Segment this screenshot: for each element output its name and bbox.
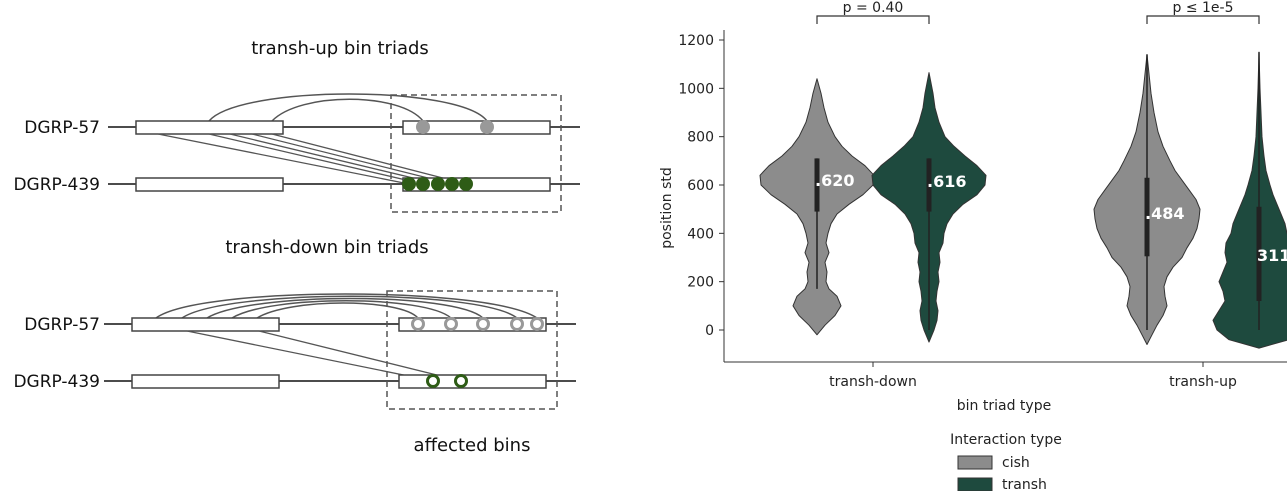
transh-down-cross-lines <box>186 330 462 382</box>
transh-down-transh-rings <box>426 374 468 388</box>
legend-label-transh: transh <box>1002 477 1047 491</box>
transh-up-genome-b-label: DGRP-439 <box>13 175 100 195</box>
transh-up-cross-lines <box>157 133 467 185</box>
y-tick-label: 0 <box>705 323 714 339</box>
transh-down-cish-rings <box>411 317 544 331</box>
y-tick-label: 1000 <box>678 81 714 97</box>
transh-up-title: transh-up bin triads <box>251 38 429 59</box>
iqr-box-transh-up-transh <box>1256 206 1262 301</box>
transh-up-affected-box <box>390 94 562 213</box>
transh-down-genome-b-label: DGRP-439 <box>13 372 100 392</box>
transh-down-genome-b <box>104 374 576 389</box>
y-tick-label: 800 <box>687 130 714 146</box>
transh-down-genome-a <box>104 317 576 332</box>
transh-down-title: transh-down bin triads <box>225 237 428 258</box>
median-label-transh-up-transh: 311 <box>1257 246 1287 265</box>
median-label-transh-down-cish: .620 <box>815 171 854 190</box>
transh-up-genome-a-label: DGRP-57 <box>24 118 100 138</box>
significance-label-transh-down: p = 0.40 <box>843 0 904 16</box>
transh-up-cish-dots <box>416 120 494 134</box>
significance-bracket-transh-up <box>1146 15 1260 24</box>
iqr-box-transh-down-cish <box>814 158 820 212</box>
y-tick-label: 1200 <box>678 33 714 49</box>
median-label-transh-up-cish: .484 <box>1145 204 1184 223</box>
transh-up-arcs <box>208 93 488 122</box>
transh-down-affected-box <box>386 290 558 410</box>
violin-chart: 0 200 400 600 800 1000 1200 transh-down transh-u… <box>659 0 1287 491</box>
legend-swatch-cish <box>957 455 993 470</box>
median-label-transh-down-transh: .616 <box>927 172 966 191</box>
legend-item-cish: cish <box>957 455 1030 471</box>
x-axis-title: bin triad type <box>957 398 1051 414</box>
transh-up-genome-b <box>108 177 580 192</box>
y-tick-label: 400 <box>687 226 714 242</box>
iqr-box-transh-down-transh <box>926 158 932 212</box>
bin-triad-diagram: transh-up bin triads DGRP-57 DGRP-439 tr… <box>13 38 580 456</box>
transh-up-genome-a <box>108 120 580 135</box>
y-tick-label: 600 <box>687 178 714 194</box>
transh-down-genome-a-label: DGRP-57 <box>24 315 100 335</box>
violin-transh-up-transh <box>1212 51 1287 349</box>
transh-down-arcs <box>155 293 538 319</box>
x-tick-label: transh-down <box>829 374 917 390</box>
legend-swatch-transh <box>957 477 993 491</box>
iqr-box-transh-up-cish <box>1144 177 1150 257</box>
x-tick-label: transh-up <box>1169 374 1237 390</box>
legend-label-cish: cish <box>1002 455 1030 471</box>
transh-up-transh-dots <box>402 177 473 191</box>
legend-title: Interaction type <box>950 432 1062 448</box>
legend-item-transh: transh <box>957 477 1047 491</box>
affected-bins-label: affected bins <box>414 435 531 456</box>
y-tick-label: 200 <box>687 275 714 291</box>
y-axis-title: position std <box>659 167 675 249</box>
significance-bracket-transh-down <box>816 15 930 24</box>
significance-label-transh-up: p ≤ 1e-5 <box>1173 0 1234 16</box>
